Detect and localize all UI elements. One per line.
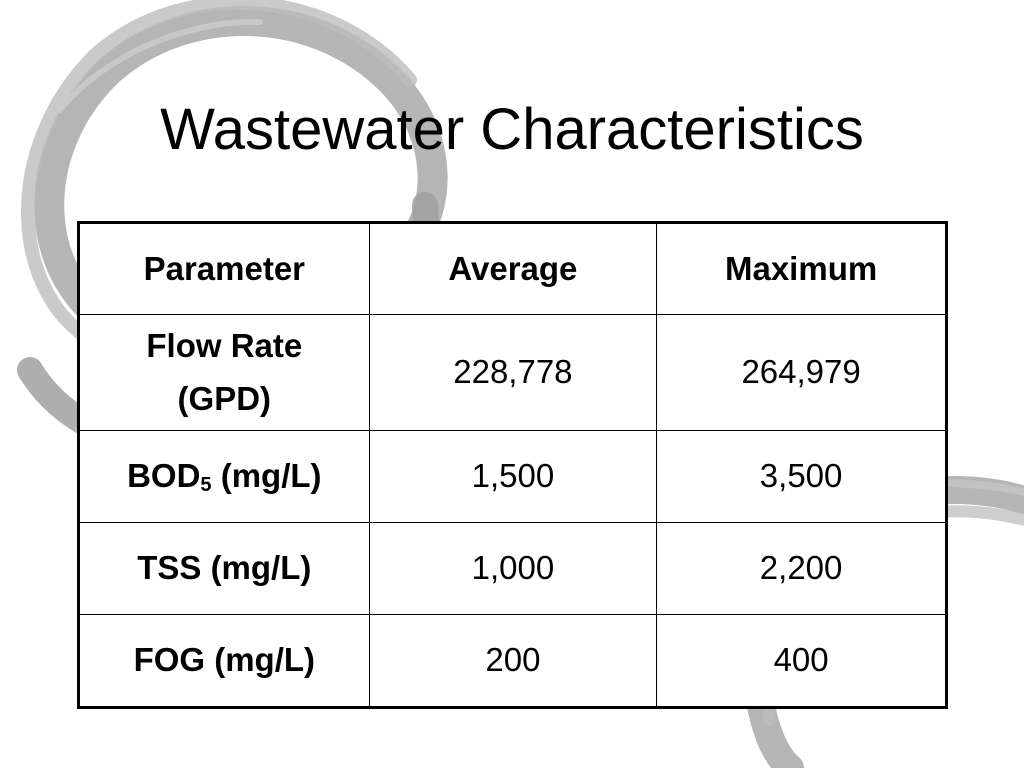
parameter-subscript: 5 (200, 474, 212, 497)
maximum-cell: 2,200 (656, 522, 947, 615)
maximum-cell: 3,500 (656, 430, 947, 523)
table-row: TSS (mg/L) 1,000 2,200 (78, 522, 947, 615)
header-parameter: Parameter (78, 222, 370, 315)
table-row: BOD5 (mg/L) 1,500 3,500 (78, 430, 947, 523)
maximum-cell: 400 (656, 614, 947, 708)
parameter-cell-fog: FOG (mg/L) (78, 614, 370, 708)
average-cell: 200 (368, 614, 658, 708)
parameter-cell-tss: TSS (mg/L) (78, 522, 370, 615)
parameter-label-line1: Flow Rate (146, 326, 303, 364)
average-cell: 1,500 (368, 430, 658, 523)
parameter-units: (mg/L) (211, 457, 322, 495)
wastewater-characteristics-table: Parameter Average Maximum Flow Rate (GPD… (77, 221, 948, 709)
header-maximum: Maximum (656, 222, 947, 315)
parameter-label-line2: (GPD) (177, 379, 272, 417)
parameter-cell-bod: BOD5 (mg/L) (78, 430, 370, 523)
header-average: Average (368, 222, 658, 315)
parameter-cell-flow-rate: Flow Rate (GPD) (78, 314, 370, 431)
average-cell: 228,778 (368, 314, 658, 431)
average-cell: 1,000 (368, 522, 658, 615)
parameter-label-main: BOD (127, 457, 201, 495)
table-row: Flow Rate (GPD) 228,778 264,979 (78, 314, 947, 431)
slide-title: Wastewater Characteristics (160, 97, 864, 162)
table-header-row: Parameter Average Maximum (78, 222, 947, 315)
table-row: FOG (mg/L) 200 400 (78, 614, 947, 708)
maximum-cell: 264,979 (656, 314, 947, 431)
